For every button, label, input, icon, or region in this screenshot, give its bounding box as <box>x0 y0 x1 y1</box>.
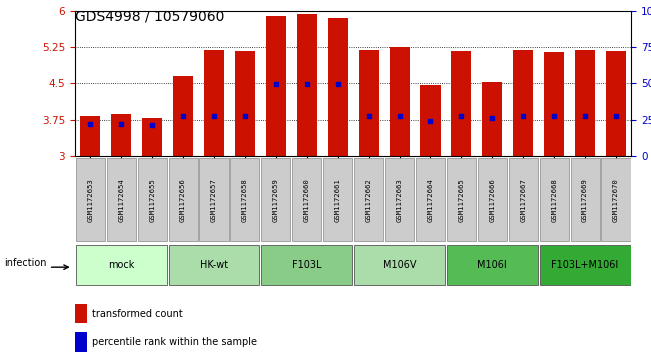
Bar <box>447 245 538 285</box>
Bar <box>327 18 348 156</box>
Bar <box>75 304 87 323</box>
Text: GSM1172658: GSM1172658 <box>242 178 248 221</box>
Bar <box>137 158 167 241</box>
Bar <box>111 114 132 156</box>
Text: M106V: M106V <box>383 260 416 270</box>
Bar <box>204 50 224 156</box>
Bar <box>292 158 322 241</box>
Text: GSM1172661: GSM1172661 <box>335 178 340 221</box>
Bar <box>451 50 471 156</box>
Bar <box>235 50 255 156</box>
Text: GSM1172665: GSM1172665 <box>458 178 464 221</box>
Bar <box>142 118 162 156</box>
Text: M106I: M106I <box>477 260 507 270</box>
Text: transformed count: transformed count <box>92 309 182 319</box>
Bar <box>544 52 564 156</box>
Bar <box>602 158 631 241</box>
Text: GSM1172654: GSM1172654 <box>118 178 124 221</box>
Bar <box>508 158 538 241</box>
Bar <box>354 245 445 285</box>
Bar <box>261 158 290 241</box>
Bar <box>80 116 100 156</box>
Bar <box>266 16 286 156</box>
Bar <box>416 158 445 241</box>
Text: GSM1172657: GSM1172657 <box>211 178 217 221</box>
Text: GSM1172656: GSM1172656 <box>180 178 186 221</box>
Bar <box>359 50 379 156</box>
Text: GDS4998 / 10579060: GDS4998 / 10579060 <box>75 9 224 23</box>
Text: GSM1172666: GSM1172666 <box>490 178 495 221</box>
Bar <box>261 245 352 285</box>
Bar <box>389 47 409 156</box>
Text: percentile rank within the sample: percentile rank within the sample <box>92 337 256 347</box>
Bar <box>385 158 414 241</box>
Text: GSM1172659: GSM1172659 <box>273 178 279 221</box>
Text: F103L+M106I: F103L+M106I <box>551 260 618 270</box>
Bar <box>169 158 198 241</box>
Text: GSM1172667: GSM1172667 <box>520 178 526 221</box>
Bar <box>421 85 441 156</box>
Text: GSM1172663: GSM1172663 <box>396 178 402 221</box>
Bar <box>169 245 260 285</box>
Bar <box>354 158 383 241</box>
Bar <box>540 158 569 241</box>
Text: GSM1172669: GSM1172669 <box>582 178 588 221</box>
Bar <box>323 158 352 241</box>
Bar <box>76 158 105 241</box>
Bar <box>540 245 631 285</box>
Text: GSM1172660: GSM1172660 <box>304 178 310 221</box>
Text: F103L: F103L <box>292 260 322 270</box>
Bar <box>513 50 533 156</box>
Text: HK-wt: HK-wt <box>200 260 228 270</box>
Bar <box>199 158 229 241</box>
Text: GSM1172670: GSM1172670 <box>613 178 619 221</box>
Bar <box>575 50 595 156</box>
Bar <box>107 158 136 241</box>
Text: GSM1172662: GSM1172662 <box>366 178 372 221</box>
Bar <box>75 332 87 351</box>
Text: GSM1172668: GSM1172668 <box>551 178 557 221</box>
Bar <box>482 82 503 156</box>
Text: GSM1172653: GSM1172653 <box>87 178 93 221</box>
Bar <box>478 158 507 241</box>
Text: GSM1172664: GSM1172664 <box>428 178 434 221</box>
Text: mock: mock <box>108 260 135 270</box>
Bar <box>297 14 317 156</box>
Text: infection: infection <box>4 258 46 268</box>
Bar <box>606 50 626 156</box>
Bar <box>447 158 476 241</box>
Bar <box>173 76 193 156</box>
Bar <box>230 158 260 241</box>
Text: GSM1172655: GSM1172655 <box>149 178 155 221</box>
Bar <box>76 245 167 285</box>
Bar <box>570 158 600 241</box>
